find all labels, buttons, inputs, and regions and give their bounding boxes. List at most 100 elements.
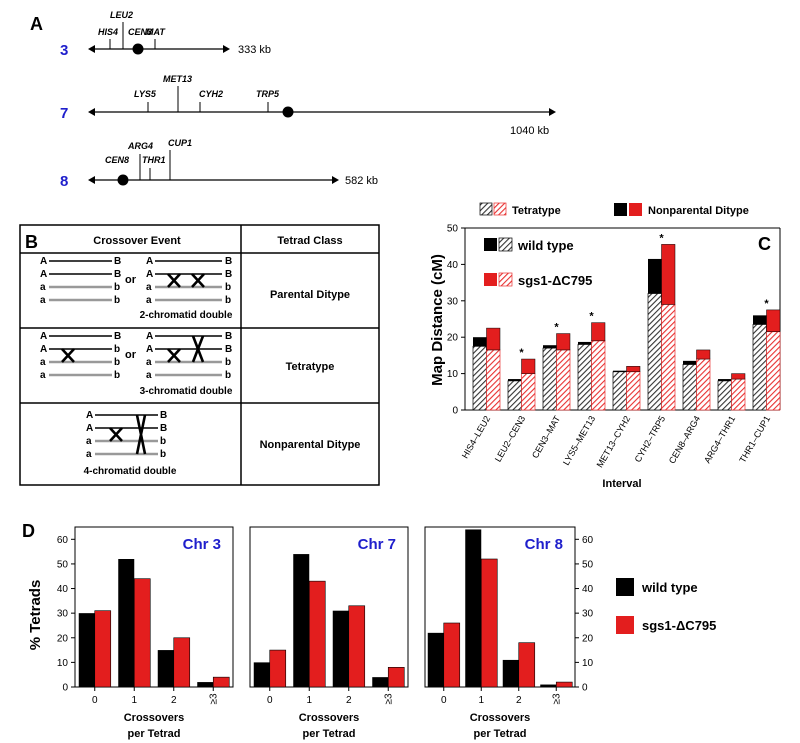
d-x-tick-label: 2 [171,695,177,706]
allele-A: A [40,256,47,267]
allele-A: A [146,331,153,342]
chr8-number: 8 [60,173,68,190]
d-bar-sgs1 [348,605,366,688]
allele-a: a [146,370,152,381]
chromosome-3-map: 3 HIS4 LEU2 CEN3 MAT 333 kb [60,10,271,59]
legend-swatch-mut-npd [629,203,642,216]
c-bar-mut-npd [766,309,781,332]
d-y-tick-label: 40 [57,584,69,595]
c-bar-wt-npd [508,379,522,381]
d-x-axis-title-line2: per Tetrad [128,728,181,740]
panel-b: B Crossover Event Tetrad Class A A a a B… [19,224,380,486]
panel-b-label: B [25,232,38,252]
legend-swatch-wt-npd [614,203,627,216]
d-chart-frame [74,526,234,688]
allele-a: a [86,436,92,447]
c-bar-wt-npd [648,258,662,294]
gene-cyh2: CYH2 [199,89,223,99]
c-bar-mut-tetratype [521,373,536,411]
c-significance-star: * [659,232,664,244]
d-bar-wild-type [502,659,519,687]
c-bar-wt-tetratype [472,345,487,411]
d-x-tick-label: 1 [306,695,312,706]
d-x-tick-label: 2 [516,695,522,706]
crossover-table-frame [19,224,380,486]
d-chart-title: Chr 3 [183,536,221,553]
c-bar-mut-npd [591,322,606,342]
allele-b: b [225,295,231,306]
c-bar-mut-tetratype [591,340,606,411]
panel-c-label: C [758,234,771,254]
allele-B: B [114,269,121,280]
d-bar-sgs1 [308,580,326,688]
allele-a: a [40,357,46,368]
d-x-tick-label: 0 [92,695,98,706]
panel-a: A 3 HIS4 LEU2 CEN3 MAT 333 kb 7 [30,10,556,190]
or-text: or [125,349,137,361]
allele-b: b [225,357,231,368]
d-y-axis-title: % Tetrads [27,580,44,651]
d-x-tick-label: 0 [267,695,273,706]
d-x-tick-label: 0 [441,695,447,706]
d-bar-sgs1 [173,637,191,688]
c-bar-wt-tetratype [752,324,767,411]
caption-2-chromatid: 2-chromatid double [140,310,233,321]
d-bar-wild-type [293,554,310,687]
d-y-tick-label: 50 [582,559,594,570]
d-y-tick-label: 40 [582,584,594,595]
allele-B: B [225,331,232,342]
d-bar-sgs1 [443,622,461,688]
legend-sgs1: sgs1-ΔC795 [518,273,592,288]
allele-b: b [114,295,120,306]
allele-b: b [114,282,120,293]
chromosome-7-map: 7 LYS5 MET13 CYH2 TRP5 1040 kb [60,74,556,137]
gene-cen3: CEN3 [128,27,152,37]
d-x-axis-title-line1: Crossovers [124,712,185,724]
allele-a: a [40,370,46,381]
header-tetrad-class: Tetrad Class [277,235,342,247]
d-y-tick-label: 60 [57,535,69,546]
allele-A: A [40,269,47,280]
d-y-tick-label: 0 [62,683,68,694]
d-x-tick-label: ≥3 [383,693,394,704]
centromere-chr8 [117,174,129,186]
allele-A: A [40,331,47,342]
allele-a: a [86,449,92,460]
c-x-tick-label: CYH2–TRP5 [633,414,668,464]
c-bar-wt-npd [718,379,732,381]
c-y-axis: 0 10 20 30 40 50 [447,224,465,417]
d-bar-sgs1 [387,667,405,688]
legend-tetratype: Tetratype [512,205,561,217]
chr7-number: 7 [60,105,68,122]
d-bar-wild-type [157,650,174,687]
d-chart-1: 0 10 20 30 40 50 60 0 1 2 ≥3 Chr 3 Crossovers per Tet… [57,526,234,740]
c-bar-mut-tetratype [661,304,676,411]
c-bar-mut-npd [521,358,536,374]
c-bar-wt-npd [578,341,592,345]
d-bar-wild-type [427,632,444,687]
chr8-size: 582 kb [345,175,378,187]
allele-B: B [225,344,232,355]
gene-mat: MAT [146,27,166,37]
allele-a: a [146,357,152,368]
allele-B: B [114,256,121,267]
chr3-number: 3 [60,42,68,59]
c-bar-wt-npd [753,315,767,325]
row-nonparental-ditype: A A a a B B b b 4-chromatid double Nonpa… [84,410,361,477]
legend-wild-type: wild type [517,238,574,253]
d-chart-title: Chr 7 [358,536,396,553]
c-x-tick-label: ARG4–THR1 [702,414,737,465]
d-chart-frame [424,526,576,688]
c-bar-wt-npd [543,345,557,349]
c-bar-mut-tetratype [486,349,501,411]
d-y-tick-label: 30 [57,609,69,620]
c-x-tick-label: CEN3–MAT [530,414,563,460]
legend-swatch-wt-npd-inner [484,238,497,251]
c-bar-mut-npd [556,333,571,351]
c-bar-mut-tetratype [556,349,571,411]
d-y-tick-label: 10 [582,658,594,669]
c-significance-star: * [589,311,594,323]
c-bar-wt-tetratype [647,293,662,411]
gene-his4: HIS4 [98,27,118,37]
